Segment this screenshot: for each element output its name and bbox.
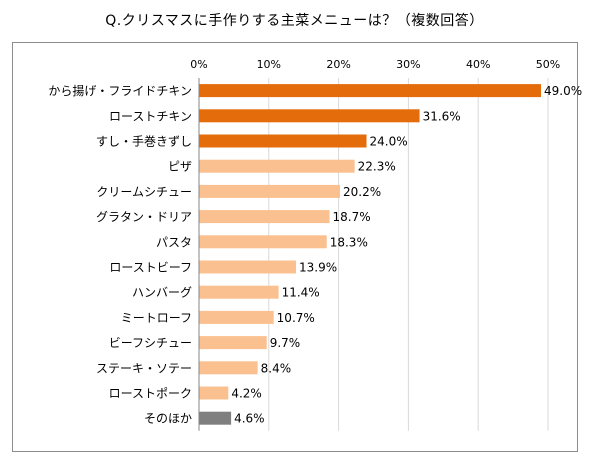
category-label: パスタ <box>156 235 192 249</box>
category-label: ピザ <box>168 160 192 174</box>
bar <box>199 310 274 324</box>
bar <box>199 210 330 224</box>
bar <box>199 159 355 173</box>
value-label: 4.2% <box>231 387 261 401</box>
value-label: 20.2% <box>343 185 381 199</box>
value-label: 13.9% <box>299 261 337 275</box>
chart-frame <box>12 42 578 452</box>
bar <box>199 336 267 350</box>
x-tick-label: 20% <box>326 58 350 71</box>
category-label: そのほか <box>144 412 192 426</box>
value-label: 11.4% <box>282 286 320 300</box>
bar <box>199 134 367 148</box>
category-label: ローストビーフ <box>109 261 192 275</box>
x-tick-label: 50% <box>536 58 560 71</box>
bar <box>199 361 258 375</box>
category-label: すし・手巻きずし <box>96 135 192 149</box>
bar <box>199 84 542 98</box>
category-label: から揚げ・フライドチキン <box>48 84 192 98</box>
value-label: 18.7% <box>333 210 371 224</box>
bar <box>199 386 229 400</box>
category-label: クリームシチュー <box>96 185 192 199</box>
category-label: ミートローフ <box>121 311 192 325</box>
value-label: 31.6% <box>423 109 461 123</box>
bar <box>199 235 327 249</box>
x-tick-label: 30% <box>396 58 420 71</box>
bar <box>199 184 340 198</box>
bar <box>199 109 420 123</box>
chart-title: Q.クリスマスに手作りする主菜メニューは？（複数回答） <box>105 13 484 29</box>
category-label: ハンバーグ <box>132 286 192 300</box>
category-label: ローストチキン <box>109 109 192 123</box>
bar <box>199 411 232 425</box>
value-label: 4.6% <box>234 412 265 426</box>
value-label: 9.7% <box>270 336 301 350</box>
value-label: 8.4% <box>261 361 292 375</box>
x-tick-label: 0% <box>190 58 207 71</box>
value-label: 49.0% <box>544 84 582 98</box>
value-label: 24.0% <box>370 135 408 149</box>
bar <box>199 260 297 274</box>
category-label: ステーキ・ソテー <box>96 361 192 375</box>
value-label: 18.3% <box>330 235 368 249</box>
x-tick-label: 40% <box>466 58 490 71</box>
bar <box>199 285 279 299</box>
value-label: 22.3% <box>358 160 396 174</box>
x-tick-label: 10% <box>257 58 281 71</box>
category-label: ローストポーク <box>109 387 192 401</box>
value-label: 10.7% <box>277 311 315 325</box>
category-label: ビーフシチュー <box>109 336 192 350</box>
category-label: グラタン・ドリア <box>96 210 192 224</box>
